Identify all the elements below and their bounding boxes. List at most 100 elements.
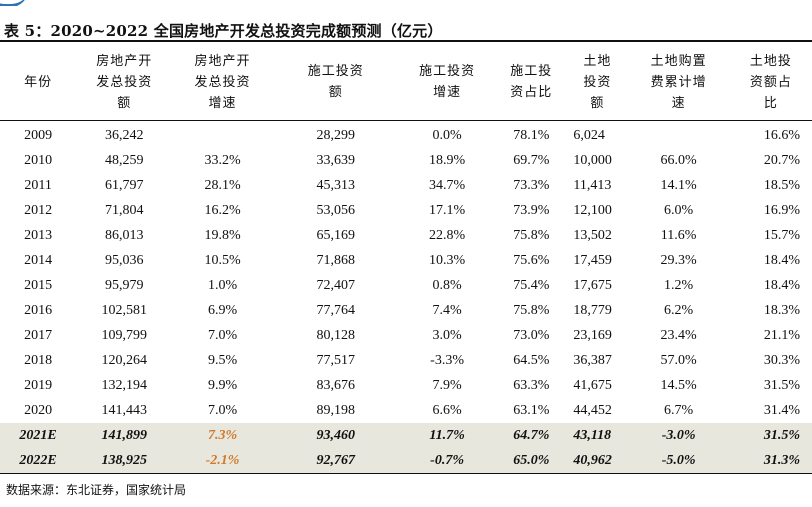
table-row: 2012 71,804 16.2% 53,056 17.1% 73.9% 12,100 6.0…: [0, 198, 812, 223]
column-header: 房地产开 发总投资 增速: [172, 44, 273, 121]
title-divider: [0, 40, 812, 42]
column-header-line: 费累计增: [650, 74, 707, 90]
table-cell: 6.2%: [664, 302, 694, 318]
table-cell: 22.8%: [428, 227, 466, 243]
table-cell: 53,056: [316, 202, 356, 218]
table-cell: 11,413: [573, 177, 612, 193]
table-cell: [628, 121, 730, 149]
column-header-line: 资占比: [510, 85, 553, 100]
estimate-row: 2021E 141,899 7.3% 93,460 11.7% 64.7% 43,118 -3…: [0, 423, 812, 448]
table-cell: -2.1%: [172, 448, 273, 474]
table-header-row: 年份 房地产开 发总投资额房地产开 发总投资 增速 施工投资额施工投资 增速 施工投 资占比 土地…: [0, 44, 812, 121]
table-cell: 71,804: [105, 202, 144, 218]
table-cell: 0.0%: [432, 127, 462, 143]
table-cell: 23,169: [573, 327, 612, 343]
table-cell: 83,676: [316, 377, 356, 393]
table-cell: 95,979: [105, 277, 144, 293]
table-cell: 13,502: [573, 227, 612, 243]
table-cell: 29.3%: [660, 252, 697, 268]
table-cell: 75.6%: [513, 252, 550, 268]
table-body: 2009 36,242 28,299 0.0% 78.1% 6,024 16.6% 2010 4…: [0, 121, 812, 474]
table-cell: 2013: [24, 227, 53, 243]
table-cell: -5.0%: [627, 448, 730, 474]
column-header-line: 发总投资: [194, 74, 251, 90]
table-row: 2013 86,013 19.8% 65,169 22.8% 75.8% 13,502 11.…: [0, 223, 812, 248]
table-row: 2011 61,797 28.1% 45,313 34.7% 73.3% 11,413 14.…: [0, 173, 812, 198]
table-cell: 33,639: [316, 152, 356, 168]
table-cell: 11.6%: [660, 227, 697, 243]
table-cell: 73.3%: [513, 177, 550, 193]
column-header: 土地购置 费累计增速: [627, 44, 730, 121]
table-cell: 109,799: [101, 327, 148, 343]
table-cell: 2019: [24, 377, 53, 393]
table-row: 2019 132,194 9.9% 83,676 7.9% 63.3% 41,675 14.5…: [0, 373, 812, 398]
table-row: 2010 48,259 33.2% 33,639 18.9% 69.7% 10,000 66.…: [0, 148, 812, 173]
table-cell: 17,675: [573, 277, 612, 293]
table-cell: 17,459: [573, 252, 612, 268]
table-cell: 16.6%: [763, 127, 800, 143]
table-cell: 2017: [24, 327, 53, 343]
table-cell: 89,198: [316, 402, 356, 418]
table-row: 2016 102,581 6.9% 77,764 7.4% 75.8% 18,779 6.2%…: [0, 298, 812, 323]
column-header-line: 额: [590, 95, 605, 111]
table-cell: 2011: [24, 177, 52, 193]
table-cell: 66.0%: [660, 152, 697, 168]
table-cell: 3.0%: [432, 327, 462, 343]
table-cell: 102,581: [101, 302, 148, 318]
column-header: 土地 投资额: [567, 44, 628, 121]
table-cell: 138,925: [76, 448, 173, 474]
table-cell: 33.2%: [204, 152, 241, 168]
table-cell: 132,194: [101, 377, 148, 393]
table-cell: 16.9%: [763, 202, 800, 218]
table-cell: 36,242: [105, 127, 144, 143]
table-cell: 65.0%: [495, 448, 568, 474]
column-header: 土地投 资额占比: [729, 44, 812, 121]
data-table: 年份 房地产开 发总投资额房地产开 发总投资 增速 施工投资额施工投资 增速 施工投 资占比 土地…: [0, 44, 812, 474]
table-cell: 41,675: [573, 377, 612, 393]
table-row: 2018 120,264 9.5% 77,517 -3.3% 64.5% 36,387 57.…: [0, 348, 812, 373]
column-header-line: 施工投资: [307, 64, 364, 79]
table-cell: 80,128: [316, 327, 356, 343]
table-cell: 2020: [24, 402, 53, 418]
table-cell: 6.9%: [207, 302, 238, 318]
column-header: 施工投资额: [272, 44, 399, 121]
column-header: 房地产开 发总投资额: [76, 44, 173, 121]
table-cell: 57.0%: [660, 352, 697, 368]
table-cell: 75.8%: [513, 227, 550, 243]
table-cell: 48,259: [105, 152, 144, 168]
table-cell: 93,460: [272, 423, 399, 448]
table-cell: 9.5%: [207, 352, 238, 368]
table-cell: 61,797: [105, 177, 144, 193]
table-cell: 2010: [24, 152, 53, 168]
table-cell: 10.3%: [428, 252, 466, 268]
table-cell: [172, 121, 272, 149]
table-cell: -3.3%: [430, 352, 464, 368]
column-header: 施工投 资占比: [495, 44, 568, 121]
source-note: 数据来源：东北证券，国家统计局: [6, 483, 187, 497]
table-cell: 92,767: [272, 448, 399, 474]
column-header-line: 速: [671, 95, 686, 111]
table-cell: 72,407: [316, 277, 356, 293]
table-title: 表 5：2020~2022 全国房地产开发总投资完成额预测（亿元）: [4, 22, 443, 40]
table-cell: 36,387: [573, 352, 612, 368]
column-header-line: 土地: [583, 53, 612, 69]
column-header-line: 资额占: [749, 74, 792, 90]
table-cell: 64.7%: [495, 423, 568, 448]
table-cell: 2022E: [0, 448, 77, 474]
column-header-line: 房地产开: [96, 53, 153, 69]
table-cell: 20.7%: [763, 152, 800, 168]
table-row: 2014 95,036 10.5% 71,868 10.3% 75.6% 17,459 29.…: [0, 248, 812, 273]
table-cell: 15.7%: [763, 227, 800, 243]
column-header-line: 施工投: [510, 64, 553, 79]
table-cell: 0.8%: [432, 277, 462, 293]
table-cell: 18.5%: [763, 177, 800, 193]
table-cell: 10,000: [573, 152, 612, 168]
table-cell: 14.1%: [660, 177, 697, 193]
table-cell: 34.7%: [428, 177, 466, 193]
table-cell: 9.9%: [207, 377, 238, 393]
column-header-line: 年份: [24, 74, 53, 90]
table-cell: 2021E: [0, 423, 77, 448]
column-header-line: 投资: [583, 74, 612, 90]
table-cell: 95,036: [105, 252, 144, 268]
table-cell: 7.4%: [432, 302, 462, 318]
